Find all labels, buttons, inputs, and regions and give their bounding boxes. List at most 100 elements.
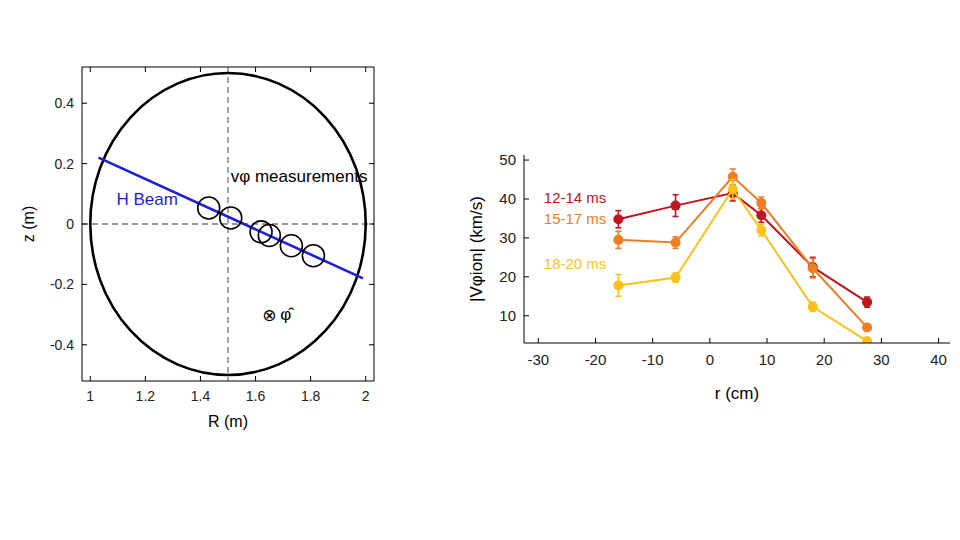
x-tick (145, 67, 146, 72)
annotation: φ̂ (280, 305, 294, 324)
error-cap (673, 236, 679, 238)
figure: ⊗φ̂H Beamvφ measurements11.21.41.61.82-0… (0, 0, 960, 540)
measurement-point (198, 197, 220, 219)
x-tick-label: 1.2 (136, 388, 156, 404)
plot-frame (82, 67, 374, 381)
y-tick-label: 40 (499, 190, 516, 207)
y-tick (369, 224, 374, 225)
measurement-point (302, 245, 324, 267)
error-cap (810, 258, 816, 260)
y-tick-label: 0.2 (55, 156, 75, 172)
measurement-point (280, 235, 302, 257)
x-axis-label: R (m) (208, 413, 248, 430)
y-tick (369, 344, 374, 345)
y-tick-label: 10 (499, 307, 516, 324)
series-label: H Beam (116, 190, 177, 209)
y-tick-label: -0.2 (50, 276, 74, 292)
data-point (728, 172, 738, 182)
y-axis-label: |Vφion| (km/s) (467, 196, 486, 302)
error-cap (673, 248, 679, 250)
x-tick (310, 67, 311, 72)
x-tick-label: 1 (86, 388, 94, 404)
error-cap (810, 257, 816, 259)
data-point (862, 297, 872, 307)
data-point (808, 263, 818, 273)
y-tick-label: 0.4 (55, 95, 75, 111)
x-axis (524, 343, 950, 344)
y-tick-label: 30 (499, 229, 516, 246)
data-point (808, 302, 818, 312)
measurement-point (258, 224, 280, 246)
error-cap (615, 248, 621, 250)
error-cap (758, 196, 764, 198)
error-cap (615, 227, 621, 229)
error-cap (615, 210, 621, 212)
y-axis-label: z (m) (20, 206, 37, 242)
y-tick (369, 103, 374, 104)
y-tick (524, 315, 529, 316)
x-tick-label: 1.6 (246, 388, 266, 404)
series-label: 12-14 ms (544, 189, 607, 206)
data-point (756, 225, 766, 235)
series-label: 18-20 ms (544, 255, 607, 272)
error-cap (758, 235, 764, 237)
y-tick (524, 237, 529, 238)
x-tick (90, 67, 91, 72)
x-tick (365, 67, 366, 72)
x-tick (145, 376, 146, 381)
data-point (756, 198, 766, 208)
error-cap (810, 277, 816, 279)
x-tick-label: 0 (706, 351, 714, 368)
y-tick (524, 160, 529, 161)
y-tick (369, 284, 374, 285)
direction-symbol: ⊗ (262, 306, 276, 325)
x-tick (200, 376, 201, 381)
x-tick (255, 67, 256, 72)
error-cap (758, 222, 764, 224)
x-tick (938, 338, 939, 343)
y-tick-label: -0.4 (50, 337, 74, 353)
data-point (862, 336, 872, 343)
y-tick (524, 198, 529, 199)
x-tick-label: 40 (930, 351, 947, 368)
x-tick-label: 10 (759, 351, 776, 368)
background (0, 0, 960, 540)
error-cap (615, 295, 621, 297)
series (613, 169, 872, 332)
geometry-chart: ⊗φ̂H Beamvφ measurements11.21.41.61.82-0… (20, 67, 374, 430)
data-point (756, 210, 766, 220)
x-tick (824, 338, 825, 343)
x-tick (90, 376, 91, 381)
error-cap (673, 216, 679, 218)
y-tick (369, 163, 374, 164)
data-point (613, 235, 623, 245)
error-cap (615, 274, 621, 276)
x-tick-label: -30 (527, 351, 549, 368)
x-tick (538, 338, 539, 343)
x-tick-label: 1.8 (301, 388, 321, 404)
y-tick (82, 224, 87, 225)
reference-line (82, 223, 374, 224)
vessel (90, 73, 365, 375)
plot-area (613, 169, 872, 343)
x-tick (595, 338, 596, 343)
y-tick (82, 284, 87, 285)
x-axis-label: r (cm) (715, 384, 759, 403)
y-tick-label: 0 (66, 216, 74, 232)
series-labels: 12-14 ms15-17 ms18-20 ms (544, 189, 607, 272)
y-tick-label: 20 (499, 268, 516, 285)
x-tick-label: -10 (642, 351, 664, 368)
series-line (618, 177, 867, 328)
error-cap (673, 194, 679, 196)
error-cap (730, 198, 736, 200)
error-cap (758, 223, 764, 225)
series-label: vφ measurements (231, 167, 368, 186)
y-tick (82, 344, 87, 345)
y-tick-label: 50 (499, 151, 516, 168)
error-cap (758, 208, 764, 210)
x-tick-label: 30 (873, 351, 890, 368)
series (613, 180, 872, 343)
y-tick (82, 103, 87, 104)
error-cap (730, 179, 736, 181)
x-tick-label: -20 (585, 351, 607, 368)
